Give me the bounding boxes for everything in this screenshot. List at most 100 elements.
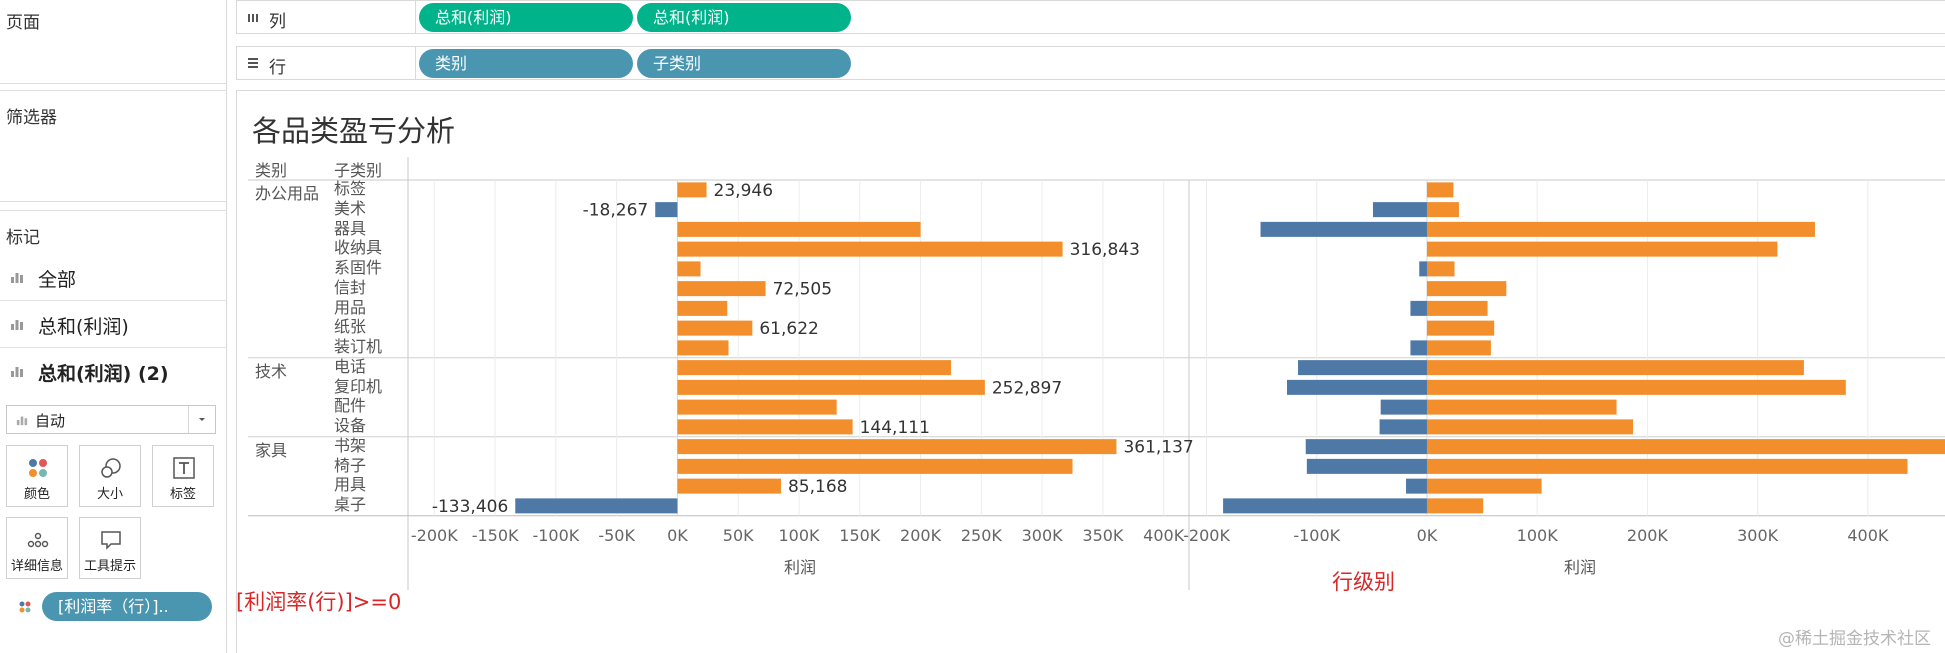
axis-title: 利润 xyxy=(1564,558,1596,577)
marks-all-row[interactable]: 全部 xyxy=(0,254,226,301)
subcategory-label: 椅子 xyxy=(334,455,367,475)
data-label: 252,897 xyxy=(992,378,1062,398)
data-label: 361,137 xyxy=(1123,438,1193,458)
subcategory-label: 用具 xyxy=(334,475,367,495)
marks-sum-profit-label: 总和(利润) xyxy=(38,316,129,338)
profit-bar xyxy=(677,399,837,415)
negative-profit-bar xyxy=(1380,399,1427,415)
rows-label: 行 xyxy=(269,58,286,78)
axis-tick-label: -200K xyxy=(411,526,458,545)
color-icon xyxy=(29,459,47,477)
subcategory-label: 桌子 xyxy=(334,495,367,514)
positive-profit-bar xyxy=(1426,300,1488,316)
axis-tick-label: 0K xyxy=(1417,526,1438,545)
tooltip-tile[interactable]: 工具提示 xyxy=(79,517,141,579)
color-field-pill[interactable]: [利润率（行）].. xyxy=(42,592,212,621)
positive-profit-bar xyxy=(1426,340,1491,356)
negative-profit-bar xyxy=(1410,340,1427,356)
columns-shelf: 列 总和(利润) 总和(利润) xyxy=(236,0,1945,34)
detail-tile[interactable]: 详细信息 xyxy=(6,517,68,579)
axis-tick-label: 400K xyxy=(1143,526,1185,545)
profit-bar xyxy=(677,261,701,277)
left-panel: 页面 筛选器 标记 全部 总和(利润) 总和(利润) (2) 自动 颜色 大小 xyxy=(0,0,227,653)
axis-tick-label: -150K xyxy=(472,526,519,545)
color-tile[interactable]: 颜色 xyxy=(6,445,68,507)
category-label: 技术 xyxy=(255,361,288,381)
positive-profit-bar xyxy=(1426,202,1459,218)
axis-tick-label: 350K xyxy=(1082,526,1124,545)
marks-sum-profit-row[interactable]: 总和(利润) xyxy=(0,301,226,348)
profit-bar xyxy=(677,360,951,376)
positive-profit-bar xyxy=(1426,360,1804,376)
data-label: 144,111 xyxy=(860,418,930,438)
axis-tick-label: 300K xyxy=(1022,526,1064,545)
axis-tick-label: 100K xyxy=(778,526,820,545)
columns-icon xyxy=(248,14,258,22)
marks-title: 标记 xyxy=(6,228,40,248)
columns-pill-sum-profit-2[interactable]: 总和(利润) xyxy=(637,3,851,32)
subcategory-label: 书架 xyxy=(334,435,367,455)
detail-icon xyxy=(27,532,49,548)
profit-bar xyxy=(677,458,1073,474)
negative-profit-bar xyxy=(1406,478,1427,494)
size-tile[interactable]: 大小 xyxy=(79,445,141,507)
profit-bar xyxy=(655,202,678,218)
subcategory-label: 装订机 xyxy=(334,337,383,356)
axis-tick-label: -50K xyxy=(598,526,635,545)
profit-bar xyxy=(677,221,921,237)
negative-profit-bar xyxy=(1260,221,1427,237)
profit-bar xyxy=(677,340,729,356)
tooltip-tile-label: 工具提示 xyxy=(83,559,136,574)
axis-tick-label: 300K xyxy=(1737,526,1779,545)
negative-profit-bar xyxy=(1419,261,1427,277)
label-tile-label: 标签 xyxy=(169,487,196,502)
data-label: 23,946 xyxy=(714,181,773,201)
bar-chart-icon xyxy=(11,273,23,283)
positive-profit-bar xyxy=(1426,320,1495,336)
category-label: 办公用品 xyxy=(255,184,320,203)
positive-profit-bar xyxy=(1426,281,1507,297)
chevron-down-icon[interactable] xyxy=(188,406,215,433)
rows-icon xyxy=(248,58,258,68)
data-label: 72,505 xyxy=(773,280,832,300)
mark-type-value: 自动 xyxy=(35,412,66,430)
subcategory-label: 信封 xyxy=(334,277,367,297)
subcategory-label: 纸张 xyxy=(334,317,367,337)
shelf-divider xyxy=(415,1,416,33)
data-label: 61,622 xyxy=(759,319,818,339)
marks-sum-profit-2-label: 总和(利润) (2) xyxy=(38,363,169,385)
columns-label: 列 xyxy=(269,12,286,32)
color-tile-label: 颜色 xyxy=(23,487,50,502)
positive-profit-bar xyxy=(1426,379,1846,395)
data-label: 316,843 xyxy=(1070,240,1140,260)
axis-tick-label: 200K xyxy=(1627,526,1669,545)
data-label: 85,168 xyxy=(788,477,847,497)
axis-tick-label: 200K xyxy=(900,526,942,545)
profit-bar xyxy=(677,419,853,435)
rows-pill-category[interactable]: 类别 xyxy=(419,49,633,78)
category-header: 类别 xyxy=(255,161,288,180)
subcategory-label: 标签 xyxy=(334,179,367,198)
bar-chart-icon xyxy=(11,320,23,330)
data-label: -18,267 xyxy=(583,201,649,221)
negative-profit-bar xyxy=(1379,419,1427,435)
rows-pill-subcategory[interactable]: 子类别 xyxy=(637,49,851,78)
profit-bar xyxy=(677,379,985,395)
positive-profit-bar xyxy=(1426,439,1945,455)
subcategory-label: 收纳具 xyxy=(334,238,383,258)
positive-profit-bar xyxy=(1426,478,1542,494)
label-tile[interactable]: 标签 xyxy=(152,445,214,507)
filters-card[interactable]: 筛选器 xyxy=(0,90,226,202)
subcategory-label: 设备 xyxy=(334,416,367,435)
filters-title: 筛选器 xyxy=(6,108,57,128)
bar-chart-icon xyxy=(16,416,28,426)
negative-profit-bar xyxy=(1286,379,1427,395)
subcategory-label: 系固件 xyxy=(334,258,383,277)
subcategory-label: 用品 xyxy=(334,297,367,317)
axis-tick-label: 250K xyxy=(961,526,1003,545)
mark-type-dropdown[interactable]: 自动 xyxy=(6,405,216,434)
filter-note: [利润率(行)]>=0 xyxy=(236,590,402,614)
columns-pill-sum-profit[interactable]: 总和(利润) xyxy=(419,3,633,32)
marks-sum-profit-2-row[interactable]: 总和(利润) (2) xyxy=(0,348,226,394)
subcategory-label: 复印机 xyxy=(334,376,383,396)
